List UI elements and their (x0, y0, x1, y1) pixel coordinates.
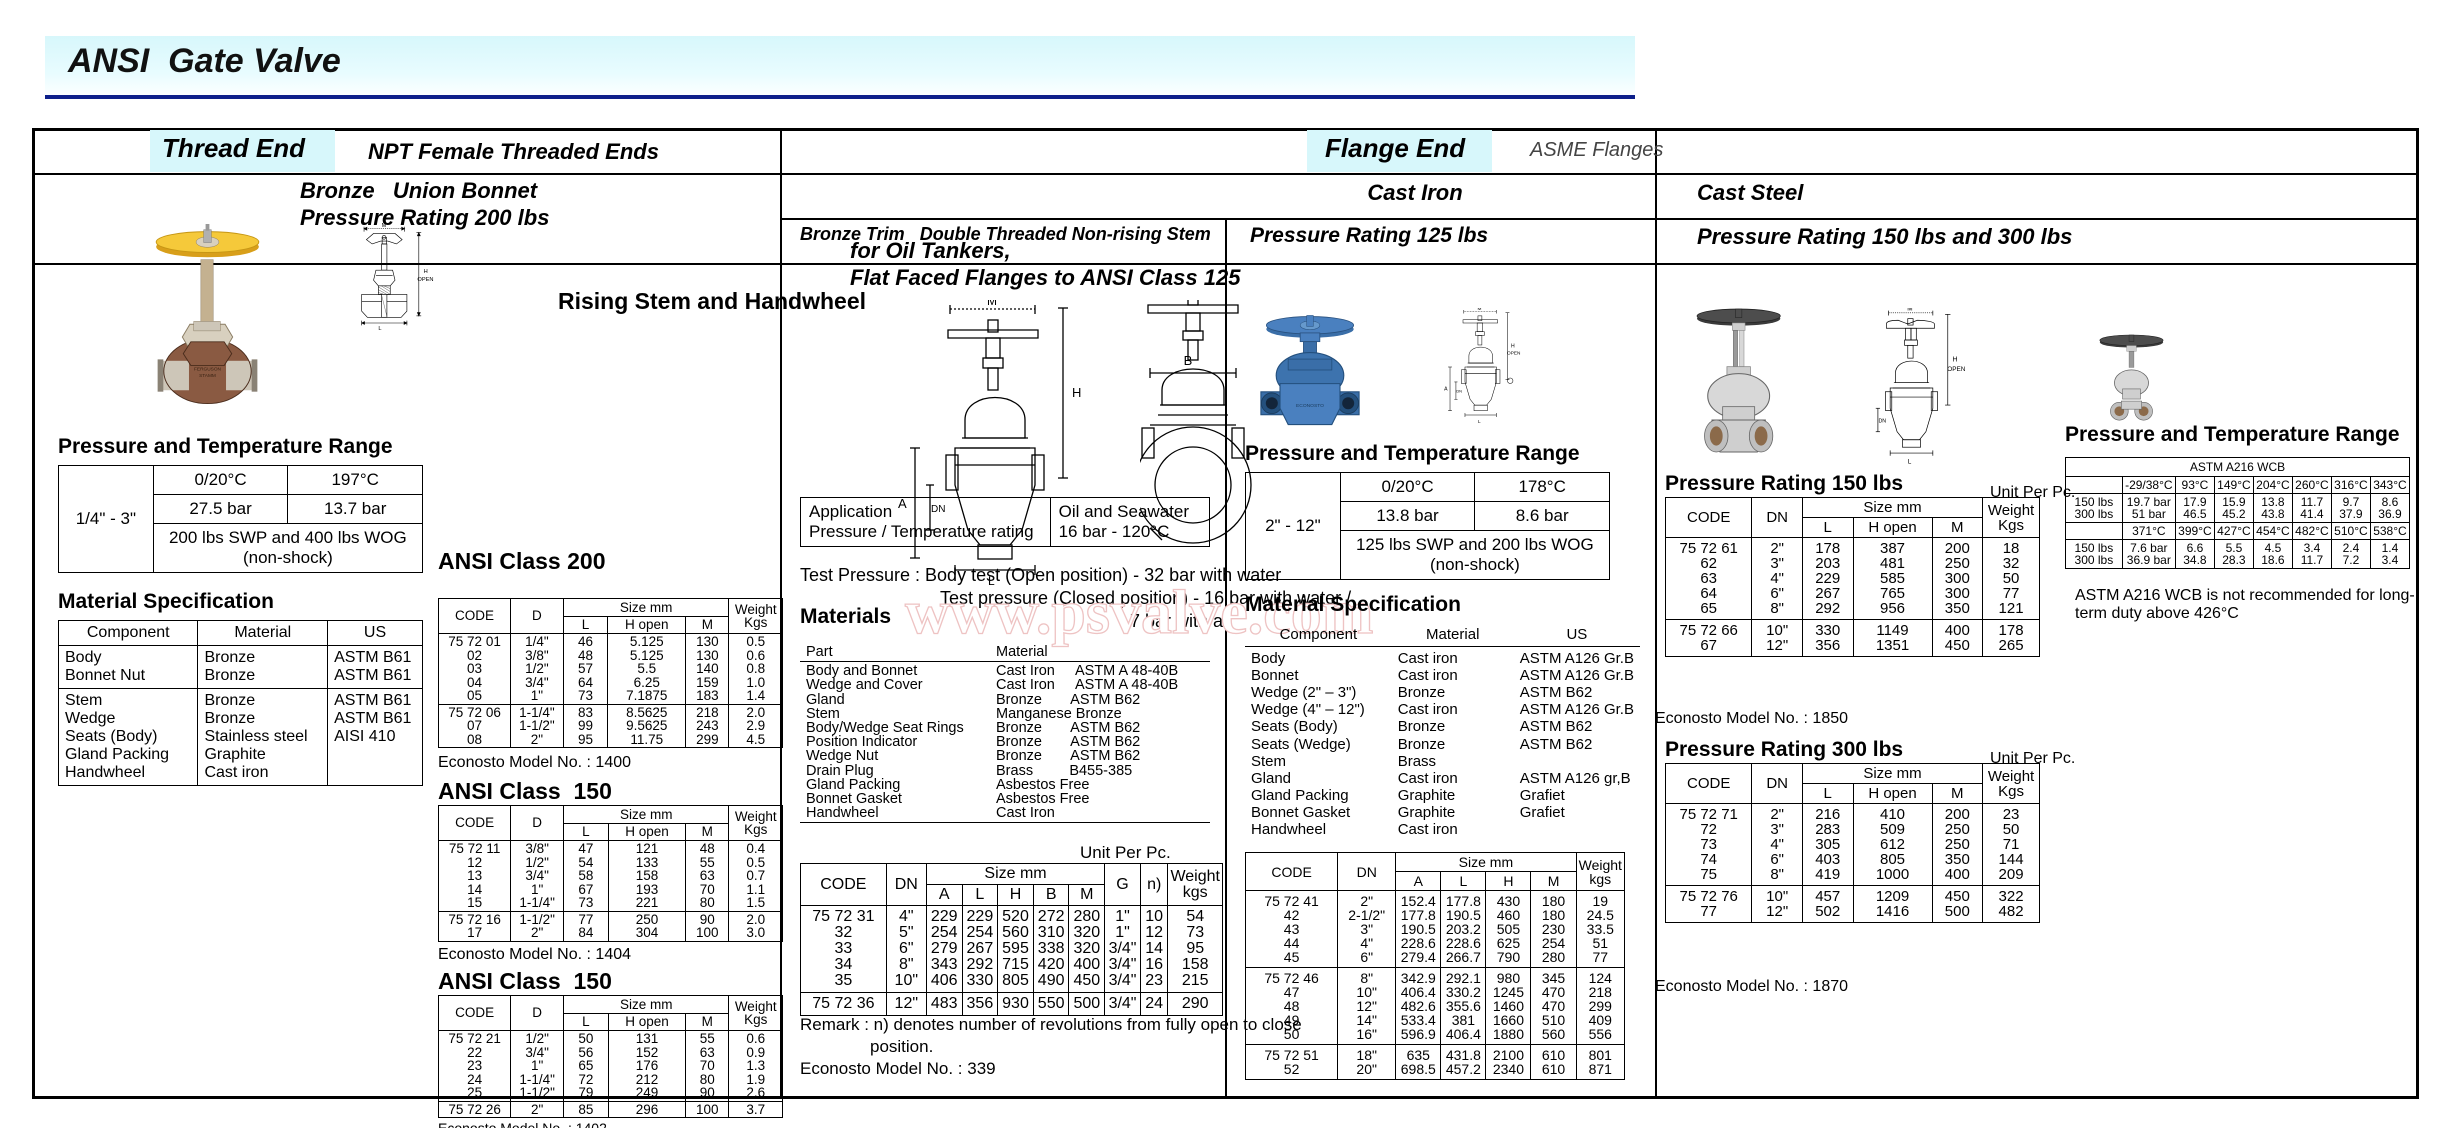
svg-text:H: H (424, 269, 428, 275)
svg-text:L: L (1908, 459, 1912, 466)
svg-text:STAMM: STAMM (199, 373, 216, 379)
svg-text:H: H (1072, 385, 1081, 400)
svg-text:H: H (1511, 343, 1515, 349)
svg-text:M: M (1907, 308, 1912, 313)
svg-text:M: M (1478, 308, 1482, 312)
svg-text:B: B (1184, 353, 1193, 368)
svg-text:L: L (1478, 419, 1481, 425)
svg-text:OPEN: OPEN (1507, 350, 1521, 356)
svg-text:DN: DN (1878, 419, 1886, 425)
svg-text:A: A (1444, 387, 1448, 393)
svg-text:OPEN: OPEN (1947, 366, 1965, 373)
svg-text:M: M (382, 223, 387, 229)
svg-text:OPEN: OPEN (417, 277, 433, 283)
svg-text:H: H (1953, 356, 1958, 363)
svg-text:DN: DN (1456, 389, 1462, 394)
svg-text:ECONOSTO: ECONOSTO (1296, 403, 1324, 409)
svg-text:L: L (378, 326, 381, 332)
svg-text:FERGUSON: FERGUSON (194, 366, 221, 372)
svg-text:M: M (987, 300, 997, 308)
